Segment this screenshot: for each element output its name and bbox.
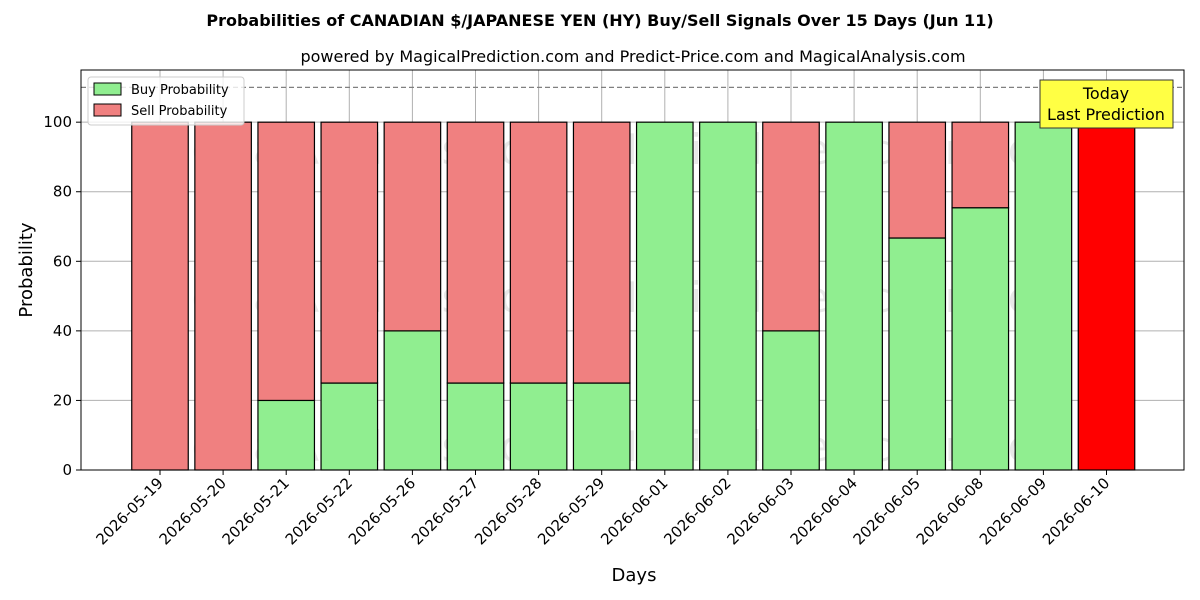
bar-sell <box>888 121 947 239</box>
y-axis: 0 20 40 60 80 100 <box>43 113 81 479</box>
bar-buy <box>446 382 505 471</box>
legend-swatch-buy <box>93 82 122 96</box>
today-annotation: Today Last Prediction <box>1039 79 1174 129</box>
bar-buy <box>762 330 820 471</box>
chart-title: Probabilities of CANADIAN $/JAPANESE YEN… <box>206 11 993 30</box>
bar-sell <box>383 121 442 332</box>
bar-sell <box>446 121 505 384</box>
bar-buy <box>825 121 883 471</box>
y-tick-label: 80 <box>53 183 72 201</box>
bar-sell <box>1077 121 1136 471</box>
y-tick-label: 100 <box>43 113 72 131</box>
bar-sell <box>762 121 820 332</box>
bar-sell <box>951 121 1010 209</box>
bar-buy <box>888 237 947 471</box>
legend-label-sell: Sell Probability <box>131 104 228 119</box>
bar-sell <box>320 121 379 384</box>
bar-buy <box>699 121 757 471</box>
today-annotation-line-1: Today <box>1082 84 1129 103</box>
legend: Buy Probability Sell Probability <box>87 76 245 126</box>
bar-buy <box>951 207 1010 471</box>
today-annotation-line-2: Last Prediction <box>1047 105 1165 124</box>
bar-buy <box>383 330 442 471</box>
bar-sell <box>509 121 568 384</box>
bar-sell <box>131 121 189 471</box>
y-tick-label: 0 <box>62 461 72 479</box>
y-tick-label: 60 <box>53 252 72 270</box>
legend-swatch-sell <box>93 103 122 117</box>
bar-sell <box>194 121 252 471</box>
bar-sell <box>572 121 631 384</box>
today-annotation-box <box>1039 79 1174 129</box>
x-axis-label: Days <box>612 565 657 586</box>
legend-label-buy: Buy Probability <box>131 83 229 98</box>
bar-buy <box>1014 121 1073 471</box>
plot-frame <box>80 69 1185 471</box>
chart-subtitle: powered by MagicalPrediction.com and Pre… <box>300 47 965 66</box>
bar-sell <box>257 121 316 402</box>
y-axis-label: Probability <box>16 222 37 317</box>
bar-buy <box>635 121 694 471</box>
legend-frame <box>87 76 245 126</box>
bar-buy <box>320 382 379 471</box>
bars-layer <box>131 121 1136 471</box>
bar-buy <box>257 399 316 471</box>
y-tick-label: 20 <box>53 391 72 409</box>
bar-buy <box>509 382 568 471</box>
y-tick-label: 40 <box>53 322 72 340</box>
bar-buy <box>572 382 631 471</box>
